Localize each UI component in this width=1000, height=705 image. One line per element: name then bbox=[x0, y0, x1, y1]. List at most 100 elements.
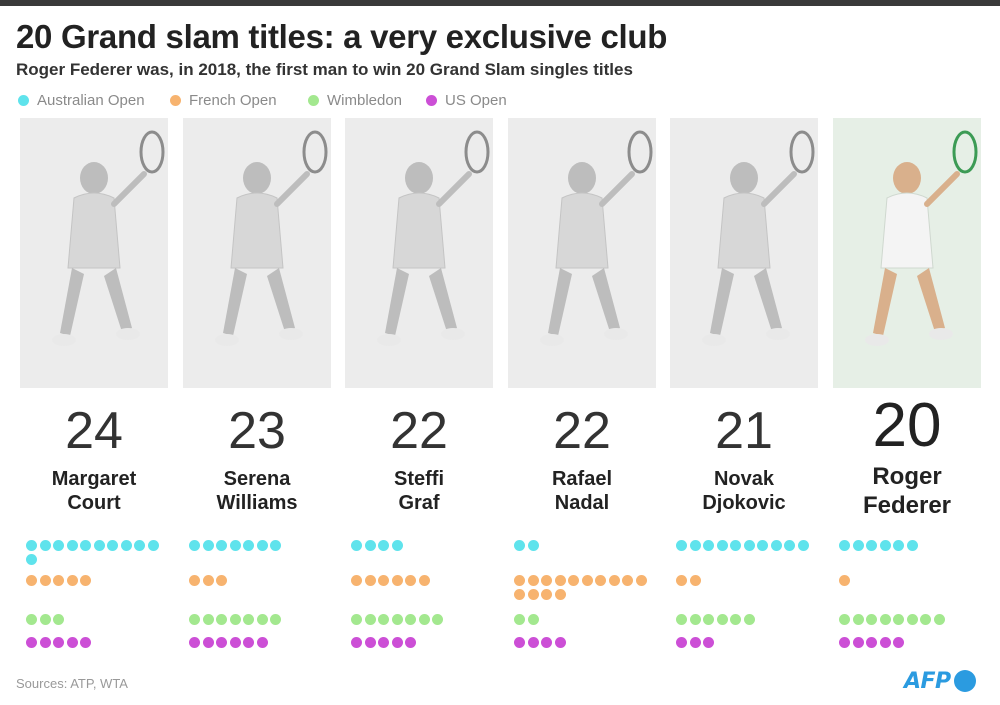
australian-open-title-dot bbox=[53, 540, 64, 551]
us-open-title-dot bbox=[405, 637, 416, 648]
legend-label-french-open: French Open bbox=[189, 91, 277, 109]
australian-open-title-dot bbox=[893, 540, 904, 551]
us-open-title-dot bbox=[689, 637, 701, 648]
australian-open-title-dot bbox=[134, 540, 145, 551]
australian-open-title-dot bbox=[514, 540, 525, 551]
us-open-title-dot bbox=[243, 637, 254, 648]
australian-open-title-dot bbox=[527, 540, 539, 551]
us-open-title-dot bbox=[216, 637, 227, 648]
wimbledon-title-dot bbox=[893, 614, 904, 625]
wimbledon-title-dot bbox=[202, 614, 214, 625]
australian-open-title-dot bbox=[391, 540, 403, 551]
player-photo bbox=[215, 130, 328, 346]
french-open-title-dot bbox=[527, 588, 539, 600]
french-open-title-dot bbox=[405, 575, 416, 586]
australian-open-title-dot bbox=[120, 540, 132, 551]
wimbledon-title-dot bbox=[920, 614, 931, 625]
australian-open-title-dot bbox=[216, 540, 227, 551]
player-name-steffi-graf: Steffi Graf bbox=[344, 467, 494, 515]
australian-open-title-dot bbox=[93, 540, 105, 551]
french-open-title-dot bbox=[514, 588, 525, 600]
australian-open-title-dot bbox=[784, 540, 795, 551]
player-photo-panel-margaret-court bbox=[20, 118, 168, 388]
wimbledon-title-dot bbox=[418, 614, 430, 625]
french-open-title-dot bbox=[351, 575, 362, 586]
australian-open-title-dot bbox=[243, 540, 254, 551]
french-open-title-dot bbox=[635, 575, 647, 586]
french-open-title-dot bbox=[568, 575, 579, 586]
french-open-title-dot bbox=[189, 575, 200, 586]
legend-label-australian-open: Australian Open bbox=[37, 91, 145, 109]
afp-logo: AFP bbox=[904, 668, 976, 694]
wimbledon-title-dot bbox=[364, 614, 376, 625]
player-name-roger-federer: Roger Federer bbox=[832, 463, 982, 521]
us-open-title-dot bbox=[554, 637, 566, 648]
player-photo-panel-serena-williams bbox=[183, 118, 331, 388]
us-open-title-dot bbox=[39, 637, 51, 648]
french-open-title-dot bbox=[216, 575, 227, 586]
us-open-title-dot bbox=[676, 637, 687, 648]
wimbledon-title-dot bbox=[879, 614, 891, 625]
us-open-title-dot bbox=[839, 637, 850, 648]
australian-open-title-dot bbox=[39, 540, 51, 551]
afp-logo-text: AFP bbox=[904, 668, 951, 694]
french-open-title-dot bbox=[418, 575, 430, 586]
us-open-title-dot bbox=[514, 637, 525, 648]
title-count-margaret-court: 24 bbox=[65, 402, 123, 460]
us-open-title-dot bbox=[189, 637, 200, 648]
us-open-title-dot bbox=[527, 637, 539, 648]
us-open-title-dot bbox=[703, 637, 714, 648]
wimbledon-title-dot bbox=[351, 614, 362, 625]
french-open-title-dot bbox=[26, 575, 37, 586]
us-open-title-dot bbox=[53, 637, 64, 648]
player-name-novak-djokovic: Novak Djokovic bbox=[669, 467, 819, 515]
top-bar bbox=[0, 0, 1000, 6]
player-photo-panel-steffi-graf bbox=[345, 118, 493, 388]
french-open-title-dot bbox=[541, 588, 552, 600]
player-first-name: Steffi bbox=[394, 468, 444, 490]
title-count-steffi-graf: 22 bbox=[390, 402, 448, 460]
player-photo bbox=[52, 130, 165, 346]
wimbledon-title-dot bbox=[391, 614, 403, 625]
source-note: Sources: ATP, WTA bbox=[16, 676, 128, 691]
australian-open-title-dot bbox=[26, 540, 37, 551]
chart-subtitle: Roger Federer was, in 2018, the first ma… bbox=[16, 60, 633, 79]
player-photo-panel-novak-djokovic bbox=[670, 118, 818, 388]
player-photo-panel-rafael-nadal bbox=[508, 118, 656, 388]
chart-title: 20 Grand slam titles: a very exclusive c… bbox=[16, 18, 668, 55]
wimbledon-title-dot bbox=[243, 614, 254, 625]
wimbledon-title-dot bbox=[933, 614, 945, 625]
us-open-title-dot bbox=[879, 637, 891, 648]
australian-open-title-dot bbox=[676, 540, 687, 551]
australian-open-title-dot bbox=[256, 540, 268, 551]
wimbledon-title-dot bbox=[676, 614, 687, 625]
us-open-title-dot bbox=[391, 637, 403, 648]
player-last-name: Djokovic bbox=[702, 492, 786, 514]
wimbledon-title-dot bbox=[378, 614, 389, 625]
player-photo-panel-roger-federer bbox=[833, 118, 981, 388]
wimbledon-title-dot bbox=[703, 614, 714, 625]
player-photo bbox=[377, 130, 490, 346]
wimbledon-title-dot bbox=[906, 614, 918, 625]
french-open-title-dot bbox=[202, 575, 214, 586]
australian-open-title-dot bbox=[730, 540, 741, 551]
us-open-title-dot bbox=[66, 637, 78, 648]
wimbledon-title-dot bbox=[256, 614, 268, 625]
french-open-title-dot bbox=[66, 575, 78, 586]
us-open-title-dot bbox=[378, 637, 389, 648]
wimbledon-title-dot bbox=[53, 614, 64, 625]
us-open-title-dot bbox=[351, 637, 362, 648]
wimbledon-title-dot bbox=[514, 614, 525, 625]
legend-label-wimbledon: Wimbledon bbox=[327, 91, 403, 109]
us-open-title-dot bbox=[852, 637, 864, 648]
wimbledon-title-dot bbox=[216, 614, 227, 625]
player-first-name: Margaret bbox=[51, 468, 137, 490]
australian-open-title-dot bbox=[378, 540, 389, 551]
legend-item-us-open: US Open bbox=[426, 90, 507, 110]
wimbledon-title-dot bbox=[689, 614, 701, 625]
french-open-title-dot bbox=[527, 575, 539, 586]
australian-open-title-dot bbox=[770, 540, 782, 551]
australian-open-title-dot bbox=[689, 540, 701, 551]
french-open-title-dot bbox=[581, 575, 593, 586]
australian-open-title-dot bbox=[107, 540, 118, 551]
